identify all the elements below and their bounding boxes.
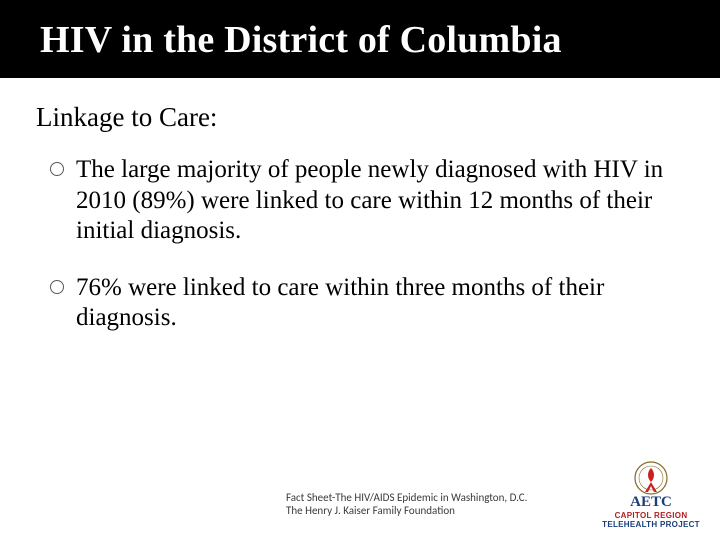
content-area: Linkage to Care: The large majority of p… — [0, 78, 720, 334]
citation-line: Fact Sheet-The HIV/AIDS Epidemic in Wash… — [286, 491, 527, 505]
bullet-list: The large majority of people newly diagn… — [36, 155, 680, 334]
list-item: The large majority of people newly diagn… — [50, 155, 680, 247]
aetc-logo-icon: AETC — [606, 460, 696, 510]
list-item: 76% were linked to care within three mon… — [50, 273, 680, 334]
section-subtitle: Linkage to Care: — [36, 102, 680, 133]
slide-title: HIV in the District of Columbia — [0, 18, 720, 62]
citation-line: The Henry J. Kaiser Family Foundation — [286, 504, 527, 518]
title-band: HIV in the District of Columbia — [0, 0, 720, 78]
aetc-text: AETC — [630, 494, 672, 510]
logo-caption-line: TELEHEALTH PROJECT — [596, 521, 706, 529]
aetc-logo: AETC CAPITOL REGION TELEHEALTH PROJECT — [596, 460, 706, 529]
footer: Fact Sheet-The HIV/AIDS Epidemic in Wash… — [0, 462, 720, 530]
citation: Fact Sheet-The HIV/AIDS Epidemic in Wash… — [286, 491, 527, 519]
logo-caption: CAPITOL REGION TELEHEALTH PROJECT — [596, 512, 706, 529]
